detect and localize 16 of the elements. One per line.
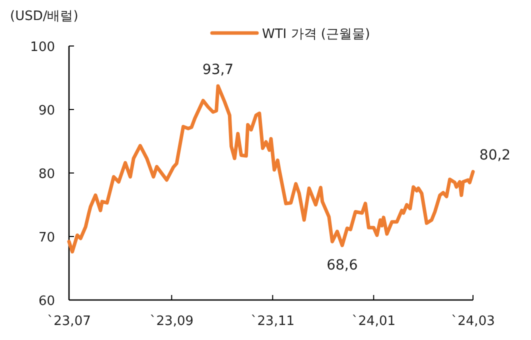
x-tick-label: `23,09 — [150, 314, 194, 329]
y-tick-label: 90 — [38, 104, 55, 118]
x-tick-label: `24,03 — [451, 314, 495, 329]
x-tick-label: `23,07 — [47, 314, 91, 329]
legend-label: WTI 가격 (근월물) — [262, 27, 370, 42]
annotation: 93,7 — [202, 62, 234, 78]
y-tick-label: 70 — [38, 230, 55, 246]
y-tick-label: 60 — [38, 294, 55, 309]
y-axis-title: (USD/배럴) — [10, 9, 78, 24]
x-tick-label: `24,01 — [352, 314, 396, 329]
y-tick-label: 80 — [38, 167, 55, 182]
y-tick-label: 100 — [30, 40, 55, 55]
annotation: 80,2 — [479, 148, 511, 164]
x-tick-label: `23,11 — [250, 314, 295, 329]
line-series — [67, 84, 475, 254]
annotation: 68,6 — [326, 257, 358, 274]
